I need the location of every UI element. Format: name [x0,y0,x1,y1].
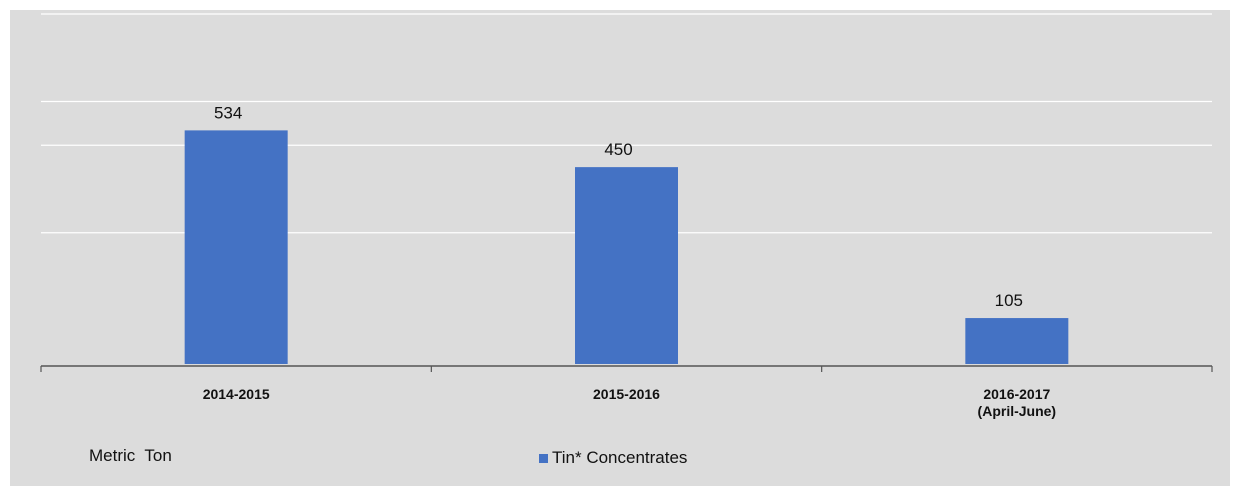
category-label: 2016-2017 [983,386,1050,402]
category-label: 2014-2015 [203,386,270,402]
data-labels: 534 450 105 [214,103,1023,310]
unit-label: Metric Ton [89,446,172,465]
data-label: 105 [995,291,1023,310]
bar [575,167,678,364]
category-label: (April-June) [978,403,1057,419]
x-axis [40,365,1213,372]
category-labels: 2014-2015 2015-2016 2016-2017(April-June) [203,386,1056,419]
legend-swatch [539,453,548,463]
legend: Tin* Concentrates [539,448,687,468]
category-label: 2015-2016 [593,386,660,402]
bar [965,318,1069,364]
legend-label: Tin* Concentrates [552,448,688,467]
data-label: 534 [214,103,242,122]
bar [184,130,288,364]
data-label: 450 [604,140,632,159]
bars [184,130,1069,364]
